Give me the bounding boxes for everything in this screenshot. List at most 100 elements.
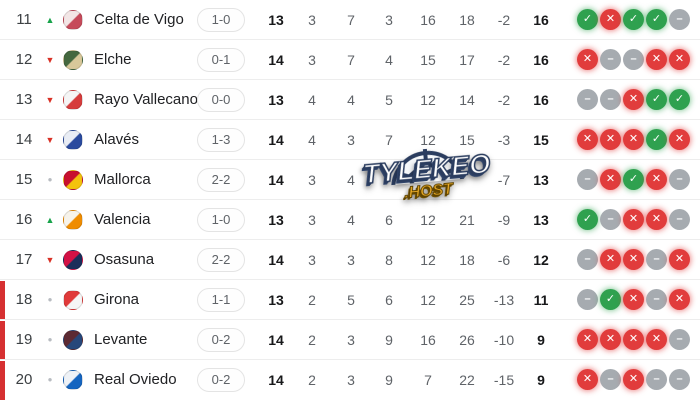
form-indicator: – – ✕ ✓ ✓ [577, 89, 690, 110]
stat-wins: 3 [308, 252, 316, 268]
table-row[interactable]: 20 ● Real Oviedo 0-2 14 2 3 9 7 22 -15 9… [0, 360, 700, 400]
position-number: 20 [15, 371, 33, 388]
stat-draws: 3 [347, 252, 355, 268]
stat-losses: 9 [385, 332, 393, 348]
table-row[interactable]: 16 ▲ Valencia 1-0 13 3 4 6 12 21 -9 13 ✓… [0, 200, 700, 240]
stat-goal-diff: -7 [497, 172, 511, 188]
form-draw-icon: – [623, 49, 644, 70]
form-loss-icon: ✕ [577, 329, 598, 350]
form-indicator: ✓ ✕ ✓ ✓ – [577, 9, 690, 30]
table-row[interactable]: 11 ▲ Celta de Vigo 1-0 13 3 7 3 16 18 -2… [0, 0, 700, 40]
trend-icon: ▼ [45, 135, 55, 145]
form-draw-icon: – [669, 329, 690, 350]
form-loss-icon: ✕ [623, 209, 644, 230]
form-draw-icon: – [600, 49, 621, 70]
stat-goals-against: 18 [459, 12, 475, 28]
score-pill[interactable]: 1-0 [197, 208, 245, 232]
team-name: Celta de Vigo [94, 11, 184, 28]
score-pill[interactable]: 0-1 [197, 48, 245, 72]
stat-points: 13 [533, 172, 549, 188]
position-number: 11 [16, 11, 32, 28]
form-win-icon: ✓ [600, 289, 621, 310]
score-pill[interactable]: 1-3 [197, 128, 245, 152]
form-loss-icon: ✕ [669, 129, 690, 150]
form-indicator: ✕ ✕ ✕ ✕ – [577, 329, 690, 350]
score-pill[interactable]: 0-0 [197, 88, 245, 112]
stat-wins: 3 [308, 52, 316, 68]
trend-icon: ▲ [45, 215, 55, 225]
score-pill[interactable]: 2-2 [197, 248, 245, 272]
stat-wins: 4 [308, 92, 316, 108]
stat-draws: 7 [347, 12, 355, 28]
stat-goal-diff: -3 [497, 132, 511, 148]
stat-goals-for: 12 [420, 92, 436, 108]
team-name: Mallorca [94, 171, 151, 188]
stat-losses: 5 [385, 92, 393, 108]
form-loss-icon: ✕ [577, 129, 598, 150]
form-loss-icon: ✕ [623, 89, 644, 110]
position-number: 18 [15, 291, 33, 308]
team-crest [63, 130, 83, 150]
table-row[interactable]: 17 ▼ Osasuna 2-2 14 3 3 8 12 18 -6 12 – ✕… [0, 240, 700, 280]
form-loss-icon: ✕ [577, 49, 598, 70]
stat-points: 16 [533, 92, 549, 108]
form-loss-icon: ✕ [623, 329, 644, 350]
stat-goals-for: 12 [420, 292, 436, 308]
score-pill[interactable]: 1-0 [197, 8, 245, 32]
table-row[interactable]: 13 ▼ Rayo Vallecano 0-0 13 4 4 5 12 14 -… [0, 80, 700, 120]
form-indicator: ✕ ✕ ✕ ✓ ✕ [577, 129, 690, 150]
table-row[interactable]: 19 ● Levante 0-2 14 2 3 9 16 26 -10 9 ✕ ✕… [0, 320, 700, 360]
team-name: Real Oviedo [94, 371, 177, 388]
stat-points: 12 [533, 252, 549, 268]
stat-goals-against: 14 [459, 92, 475, 108]
table-row[interactable]: 12 ▼ Elche 0-1 14 3 7 4 15 17 -2 16 ✕ – – ✕… [0, 40, 700, 80]
form-draw-icon: – [669, 369, 690, 390]
position-number: 13 [15, 91, 33, 108]
stat-played: 13 [268, 292, 284, 308]
score-pill[interactable]: 0-2 [197, 368, 245, 392]
trend-icon: ● [47, 335, 53, 344]
table-row[interactable]: 18 ● Girona 1-1 13 2 5 6 12 25 -13 11 – ✓… [0, 280, 700, 320]
team-name: Elche [94, 51, 132, 68]
table-row[interactable]: 15 ● Mallorca 2-2 14 3 4 -7 13 – ✕ ✓ ✕ – [0, 160, 700, 200]
form-loss-icon: ✕ [646, 169, 667, 190]
form-loss-icon: ✕ [669, 49, 690, 70]
stat-played: 13 [268, 212, 284, 228]
form-draw-icon: – [577, 249, 598, 270]
position-number: 16 [15, 211, 33, 228]
stat-wins: 3 [308, 172, 316, 188]
stat-played: 14 [268, 332, 284, 348]
form-draw-icon: – [600, 209, 621, 230]
trend-icon: ▼ [45, 255, 55, 265]
stat-goal-diff: -9 [497, 212, 511, 228]
form-loss-icon: ✕ [577, 369, 598, 390]
score-pill[interactable]: 1-1 [197, 288, 245, 312]
team-name: Levante [94, 331, 148, 348]
stat-goals-for: 16 [420, 12, 436, 28]
form-win-icon: ✓ [669, 89, 690, 110]
stat-points: 16 [533, 12, 549, 28]
form-draw-icon: – [577, 169, 598, 190]
stat-points: 13 [533, 212, 549, 228]
form-loss-icon: ✕ [600, 129, 621, 150]
trend-icon: ● [47, 295, 53, 304]
table-row[interactable]: 14 ▼ Alavés 1-3 14 4 3 7 12 15 -3 15 ✕ ✕ ✕… [0, 120, 700, 160]
stat-goals-against: 26 [459, 332, 475, 348]
stat-goals-against: 25 [459, 292, 475, 308]
score-pill[interactable]: 2-2 [197, 168, 245, 192]
form-draw-icon: – [577, 289, 598, 310]
team-name: Girona [94, 291, 140, 308]
stat-goals-against: 15 [459, 132, 475, 148]
form-loss-icon: ✕ [600, 169, 621, 190]
stat-goal-diff: -2 [497, 92, 511, 108]
score-pill[interactable]: 0-2 [197, 328, 245, 352]
stat-played: 14 [268, 132, 284, 148]
stat-draws: 3 [347, 132, 355, 148]
form-indicator: – ✓ ✕ – ✕ [577, 289, 690, 310]
stat-points: 16 [533, 52, 549, 68]
stat-goals-for: 7 [424, 372, 432, 388]
stat-points: 11 [533, 292, 549, 308]
stat-played: 14 [268, 252, 284, 268]
team-crest [63, 250, 83, 270]
form-draw-icon: – [669, 209, 690, 230]
